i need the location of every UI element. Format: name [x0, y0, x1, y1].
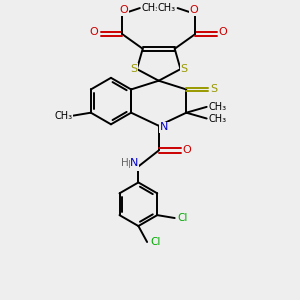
Text: CH₃: CH₃ — [208, 102, 227, 112]
Text: CH₃: CH₃ — [158, 3, 176, 13]
Text: O: O — [189, 5, 198, 15]
Text: S: S — [180, 64, 188, 74]
Text: O: O — [182, 146, 191, 155]
Text: CH₃: CH₃ — [208, 113, 227, 124]
Text: O: O — [219, 27, 228, 37]
Text: S: S — [130, 64, 137, 74]
Text: Cl: Cl — [178, 213, 188, 223]
Text: S: S — [210, 84, 218, 94]
Text: CH₃: CH₃ — [54, 111, 72, 121]
Text: H: H — [122, 158, 129, 168]
Text: N: N — [160, 122, 168, 132]
Text: N: N — [130, 158, 138, 168]
Text: HN: HN — [121, 160, 138, 170]
Text: CH₃: CH₃ — [142, 3, 160, 13]
Text: Cl: Cl — [150, 237, 160, 247]
Text: O: O — [119, 5, 128, 15]
Text: O: O — [90, 27, 99, 37]
